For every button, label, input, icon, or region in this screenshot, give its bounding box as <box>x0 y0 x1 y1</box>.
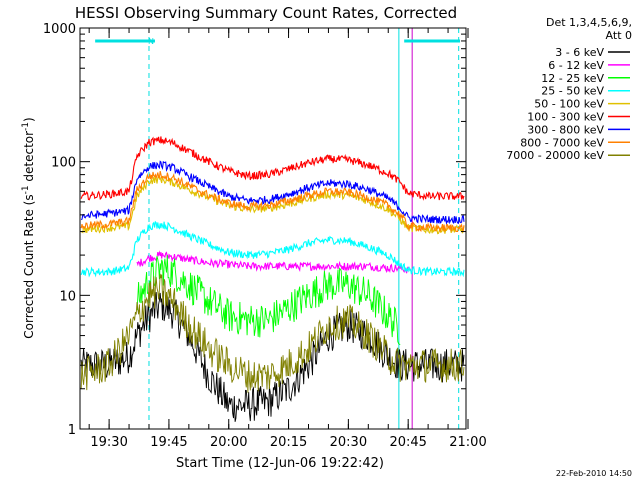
legend-title-line-2: Att 0 <box>606 29 632 42</box>
legend-label-1: 3 - 6 keV <box>555 46 604 59</box>
x-tick-label-5: 20:30 <box>330 435 367 450</box>
legend-label-3: 12 - 25 keV <box>541 72 604 85</box>
y-axis-label-sup-2: -1 <box>21 122 31 131</box>
legend-label-6: 100 - 300 keV <box>527 111 604 124</box>
y-axis-label: Corrected Count Rate (s-1 detector-1) <box>21 117 36 338</box>
plot-area: N 1 10 100 1000 19:30 19:45 20:00 20:15 20:30 20:4… <box>43 22 487 450</box>
series-line-3 <box>136 255 401 346</box>
plot-timestamp: 22-Feb-2010 14:50 <box>556 469 632 478</box>
legend-label-4: 25 - 50 keV <box>541 85 604 98</box>
y-tick-label-2: 10 <box>59 289 76 304</box>
legend-label-9: 7000 - 20000 keV <box>506 149 604 162</box>
series-line-4 <box>80 220 465 278</box>
y-tick-label-1: 1 <box>68 423 76 438</box>
y-axis-label-sup-1: -1 <box>21 185 31 194</box>
series-line-6 <box>80 136 465 201</box>
x-axis-label: Start Time (12-Jun-06 19:22:42) <box>176 456 384 471</box>
x-tick-label-2: 19:45 <box>150 435 187 450</box>
y-tick-label-4: 1000 <box>43 22 76 37</box>
series-line-8 <box>80 170 465 233</box>
x-tick-label-6: 20:45 <box>389 435 426 450</box>
series-line-9 <box>80 273 465 393</box>
legend-label-2: 6 - 12 keV <box>548 59 604 72</box>
y-axis-label-part-3: ) <box>22 117 36 122</box>
series-line-2 <box>136 250 409 274</box>
y-tick-label-3: 100 <box>51 156 76 171</box>
series-line-7 <box>80 160 465 226</box>
x-tick-label-3: 20:00 <box>210 435 247 450</box>
legend-label-7: 300 - 800 keV <box>527 123 604 136</box>
chart-title: HESSI Observing Summary Count Rates, Cor… <box>75 4 457 22</box>
series-line-1 <box>80 291 465 422</box>
legend-label-8: 800 - 7000 keV <box>520 136 604 149</box>
y-axis-label-part-1: Corrected Count Rate (s <box>22 194 36 338</box>
legend-title-line-1: Det 1,3,4,5,6,9, <box>546 16 632 29</box>
y-axis-label-part-2: detector <box>22 131 36 186</box>
series-line-5 <box>80 174 465 235</box>
plot-frame <box>79 27 467 430</box>
x-tick-label-7: 21:00 <box>449 435 486 450</box>
annotation-label-1: N <box>148 37 154 46</box>
x-tick-label-4: 20:15 <box>270 435 307 450</box>
legend-label-5: 50 - 100 keV <box>534 98 604 111</box>
x-tick-label-1: 19:30 <box>90 435 127 450</box>
